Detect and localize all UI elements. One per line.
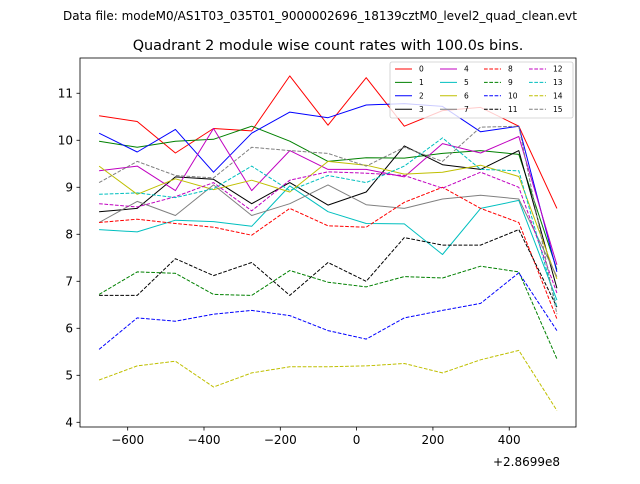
legend-label-6: 6 bbox=[464, 91, 469, 100]
series-line-2 bbox=[98, 103, 558, 273]
legend-label-14: 14 bbox=[553, 91, 563, 100]
series-line-8 bbox=[99, 186, 558, 320]
legend-label-8: 8 bbox=[508, 65, 513, 74]
legend-label-2: 2 bbox=[419, 91, 424, 100]
series-line-12 bbox=[99, 171, 558, 294]
series-line-10 bbox=[98, 272, 558, 350]
series-line-3 bbox=[99, 145, 558, 289]
legend-label-3: 3 bbox=[419, 105, 424, 114]
series-line-15 bbox=[98, 125, 558, 315]
y-tick-label: 5 bbox=[65, 369, 73, 383]
legend-label-10: 10 bbox=[508, 91, 518, 100]
legend-label-1: 1 bbox=[419, 78, 424, 87]
y-tick-label: 10 bbox=[58, 134, 73, 148]
legend-label-4: 4 bbox=[464, 65, 469, 74]
y-tick-label: 11 bbox=[58, 87, 73, 101]
plot-frame bbox=[79, 57, 577, 428]
legend-label-9: 9 bbox=[508, 78, 513, 87]
series-line-1 bbox=[99, 125, 558, 270]
series-line-6 bbox=[98, 160, 558, 280]
legend-box bbox=[389, 61, 574, 119]
y-tick-label: 8 bbox=[65, 228, 73, 242]
chart-suptitle: Data file: modeM0/AS1T03_035T01_90000026… bbox=[63, 9, 577, 23]
series-line-14 bbox=[98, 349, 558, 411]
series-line-11 bbox=[99, 229, 558, 308]
legend-label-0: 0 bbox=[419, 65, 424, 74]
x-tick-label: 200 bbox=[421, 433, 444, 447]
series-line-9 bbox=[98, 265, 558, 360]
y-tick-label: 4 bbox=[65, 416, 73, 430]
legend-label-11: 11 bbox=[508, 105, 518, 114]
y-tick-label: 7 bbox=[65, 275, 73, 289]
x-tick-label: 400 bbox=[498, 433, 521, 447]
x-tick-label: 0 bbox=[353, 433, 361, 447]
legend-label-5: 5 bbox=[464, 78, 469, 87]
legend-label-15: 15 bbox=[553, 105, 563, 114]
x-tick-label: −400 bbox=[188, 433, 221, 447]
y-tick-label: 6 bbox=[65, 322, 73, 336]
plot-area: −600 −400 −200 0 200 400456789101101234567891… bbox=[58, 57, 577, 447]
series-line-13 bbox=[99, 137, 558, 308]
legend-label-12: 12 bbox=[553, 65, 563, 74]
series-line-7 bbox=[98, 184, 558, 277]
x-tick-label: −200 bbox=[264, 433, 297, 447]
legend-label-13: 13 bbox=[553, 78, 563, 87]
series-line-4 bbox=[99, 128, 558, 265]
legend-label-7: 7 bbox=[464, 105, 469, 114]
chart-title: Quadrant 2 module wise count rates with … bbox=[133, 38, 524, 54]
series-line-5 bbox=[99, 185, 558, 301]
y-tick-label: 9 bbox=[65, 181, 73, 195]
x-offset-text: +2.8699e8 bbox=[493, 455, 560, 469]
x-tick-label: −600 bbox=[111, 433, 144, 447]
